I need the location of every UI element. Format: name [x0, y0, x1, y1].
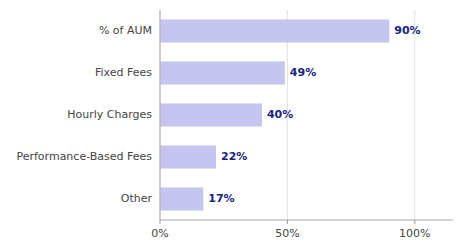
- bar: [160, 61, 285, 84]
- tick-mark: [160, 220, 161, 224]
- x-axis-line: [160, 220, 453, 221]
- tick-label: 50%: [275, 227, 299, 240]
- data-label: 90%: [394, 24, 420, 37]
- category-label: Fixed Fees: [95, 66, 152, 79]
- tick-mark: [414, 220, 415, 224]
- category-label: Performance-Based Fees: [16, 150, 152, 163]
- grid-line: [414, 10, 415, 220]
- category-label: Hourly Charges: [67, 108, 152, 121]
- bar: [160, 145, 216, 168]
- chart-svg: 0% 50% 100% 90% 49% 40% 22% 17% % of AUM Fixed Fe…: [0, 0, 471, 250]
- x-axis: 0% 50% 100%: [151, 10, 453, 240]
- bars: [160, 19, 389, 210]
- data-label: 17%: [208, 192, 234, 205]
- tick-label: 0%: [151, 227, 168, 240]
- category-label: % of AUM: [99, 24, 152, 37]
- bar: [160, 187, 203, 210]
- bar: [160, 103, 262, 126]
- y-axis-line: [160, 10, 161, 220]
- grid-line: [160, 10, 161, 220]
- category-label: Other: [121, 192, 153, 205]
- data-label: 49%: [290, 66, 316, 79]
- tick-label: 100%: [399, 227, 430, 240]
- data-label: 40%: [267, 108, 293, 121]
- bar: [160, 19, 389, 42]
- y-axis: % of AUM Fixed Fees Hourly Charges Performa…: [16, 10, 160, 220]
- data-label: 22%: [221, 150, 247, 163]
- chart-container: 0% 50% 100% 90% 49% 40% 22% 17% % of AUM Fixed Fe…: [0, 0, 471, 250]
- data-labels: 90% 49% 40% 22% 17%: [208, 24, 420, 205]
- tick-mark: [287, 220, 288, 224]
